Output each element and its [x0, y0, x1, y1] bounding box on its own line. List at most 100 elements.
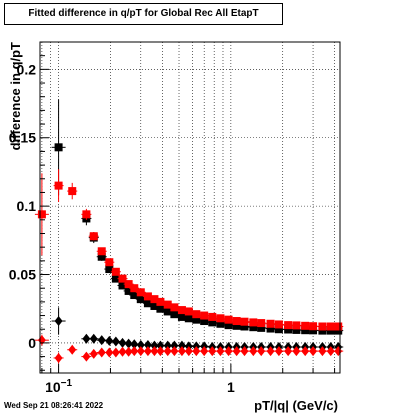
data-point: [249, 346, 258, 357]
grid-layer: [40, 42, 340, 373]
y-tick-label: 0.2: [17, 61, 37, 77]
data-point: [266, 319, 275, 328]
data-point: [301, 326, 310, 335]
data-point: [156, 304, 165, 313]
data-point: [150, 301, 159, 310]
data-point: [309, 322, 318, 331]
data-point: [200, 311, 209, 320]
data-point: [301, 346, 310, 357]
data-point: [150, 340, 159, 351]
data-point: [274, 325, 283, 334]
data-point: [224, 321, 233, 330]
data-point: [143, 346, 152, 357]
chart-title-box: Fitted difference in q/pT for Global Rec…: [4, 3, 283, 25]
data-point: [177, 312, 186, 321]
data-point: [130, 346, 139, 357]
data-point: [224, 346, 233, 357]
data-point: [240, 346, 249, 357]
data-point: [170, 346, 179, 357]
data-point: [208, 346, 217, 357]
data-point: [105, 258, 114, 267]
data-point: [105, 335, 114, 346]
data-point: [143, 292, 152, 301]
data-point: [170, 303, 179, 312]
series-1: [34, 169, 344, 331]
data-point: [257, 346, 266, 357]
data-point: [82, 351, 91, 362]
data-point: [224, 315, 233, 324]
plot-frame: [39, 41, 341, 374]
data-point: [266, 324, 275, 333]
y-tick-label: 0.1: [17, 198, 37, 214]
data-point: [82, 210, 91, 219]
data-point: [184, 346, 193, 357]
data-point: [192, 346, 201, 357]
data-point: [177, 306, 186, 315]
data-point: [200, 317, 209, 326]
data-point: [284, 325, 293, 334]
data-point: [136, 346, 145, 357]
data-point: [163, 346, 172, 357]
data-point: [124, 286, 133, 295]
data-point: [156, 297, 165, 306]
data-point: [200, 346, 209, 357]
data-point: [143, 339, 152, 350]
data-point: [292, 346, 301, 357]
y-tick-label: 0.05: [9, 267, 36, 283]
data-point: [136, 288, 145, 297]
data-point: [177, 340, 186, 351]
data-point: [318, 326, 327, 335]
data-point: [249, 318, 258, 327]
data-point: [111, 347, 120, 358]
data-point: [216, 319, 225, 328]
data-point: [124, 338, 133, 349]
y-tick-label: 0: [28, 335, 36, 351]
data-point: [111, 267, 120, 276]
data-point: [274, 320, 283, 329]
data-point: [274, 346, 283, 357]
data-point: [318, 346, 327, 357]
data-point: [105, 347, 114, 358]
x-axis-label: pT/|q| (GeV/c): [254, 398, 338, 413]
data-point: [334, 322, 343, 331]
data-point: [249, 323, 258, 332]
data-point: [163, 307, 172, 316]
data-point: [257, 323, 266, 332]
data-point: [97, 252, 106, 261]
data-point: [208, 318, 217, 327]
data-point: [309, 326, 318, 335]
data-point: [184, 307, 193, 316]
data-point: [150, 295, 159, 304]
data-point: [318, 322, 327, 331]
data-point: [118, 337, 127, 348]
data-point: [156, 346, 165, 357]
x-tick-label: 10−1: [45, 378, 72, 395]
data-point: [240, 317, 249, 326]
data-point: [184, 314, 193, 323]
data-point: [37, 335, 46, 346]
data-point: [334, 326, 343, 335]
data-point: [97, 347, 106, 358]
data-point: [54, 352, 63, 363]
data-point: [192, 310, 201, 319]
data-point: [136, 339, 145, 350]
data-point: [257, 319, 266, 328]
data-point: [118, 274, 127, 283]
data-point: [89, 232, 98, 241]
data-point: [89, 333, 98, 344]
data-point: [156, 340, 165, 351]
data-point: [130, 291, 139, 300]
series-0: [51, 99, 344, 335]
data-point: [118, 281, 127, 290]
data-point: [111, 274, 120, 283]
chart-title: Fitted difference in q/pT for Global Rec…: [28, 8, 259, 19]
data-point: [163, 300, 172, 309]
data-point: [216, 346, 225, 357]
data-point: [105, 265, 114, 274]
data-point: [118, 346, 127, 357]
data-point: [97, 335, 106, 346]
data-point: [292, 321, 301, 330]
data-point: [130, 339, 139, 350]
data-point: [284, 346, 293, 357]
